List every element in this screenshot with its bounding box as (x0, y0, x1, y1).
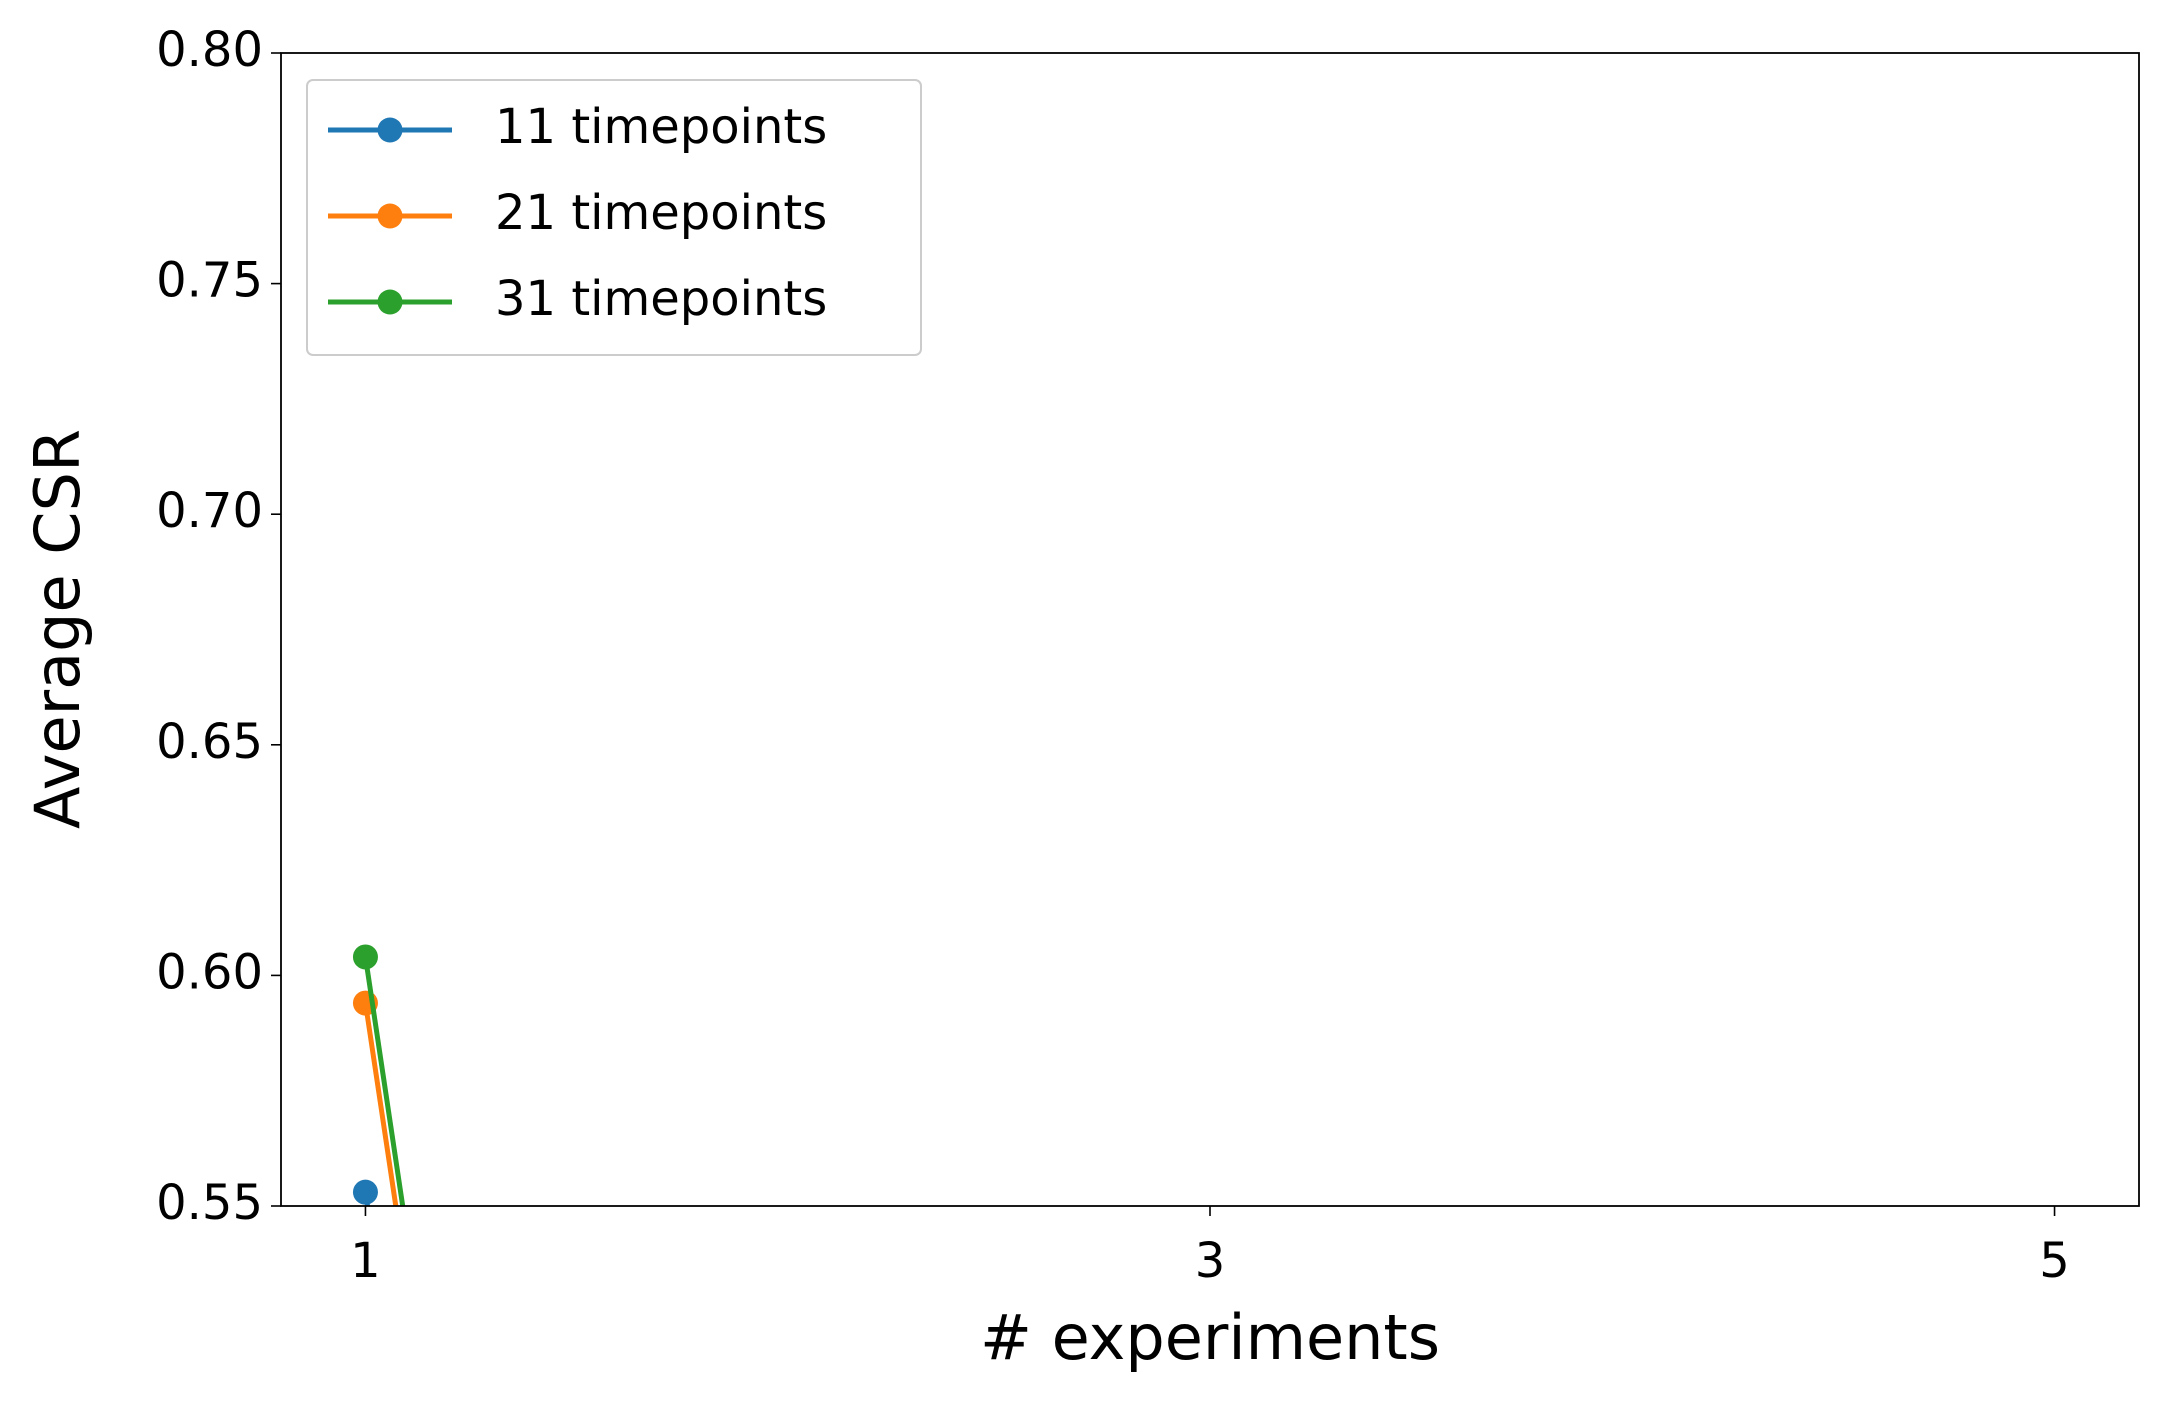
axes-frame (280, 52, 2140, 1207)
legend-box (306, 79, 922, 356)
y-tick-label: 0.70 (156, 483, 263, 539)
series-line (362, 1002, 399, 1206)
legend: 11 timepoints 21 timepoints 31 timepoints (306, 79, 922, 356)
point (352, 944, 378, 970)
legend-marker (377, 117, 403, 143)
legend-label: 31 timepoints (495, 271, 827, 327)
series-line (362, 1191, 371, 1206)
x-tick-label: 5 (2039, 1233, 2070, 1289)
y-tick-label: 0.65 (156, 714, 263, 770)
y-tick-label: 0.55 (156, 1175, 263, 1231)
y-tick-label: 0.80 (156, 22, 263, 78)
legend-marker (377, 203, 403, 229)
x-tick-label: 3 (1195, 1233, 1226, 1289)
plot-area (352, 944, 406, 1206)
legend-label: 11 timepoints (495, 99, 827, 155)
legend-label: 21 timepoints (495, 185, 827, 241)
point (352, 1179, 378, 1205)
y-tick-label: 0.60 (156, 944, 263, 1000)
series-line (362, 956, 406, 1206)
x-axis-label: # experiments (980, 1301, 1440, 1374)
y-tick-label: 0.75 (156, 253, 263, 309)
y-axis-label: Average CSR (21, 429, 94, 829)
x-tick-label: 1 (350, 1233, 381, 1289)
legend-marker (377, 289, 403, 315)
